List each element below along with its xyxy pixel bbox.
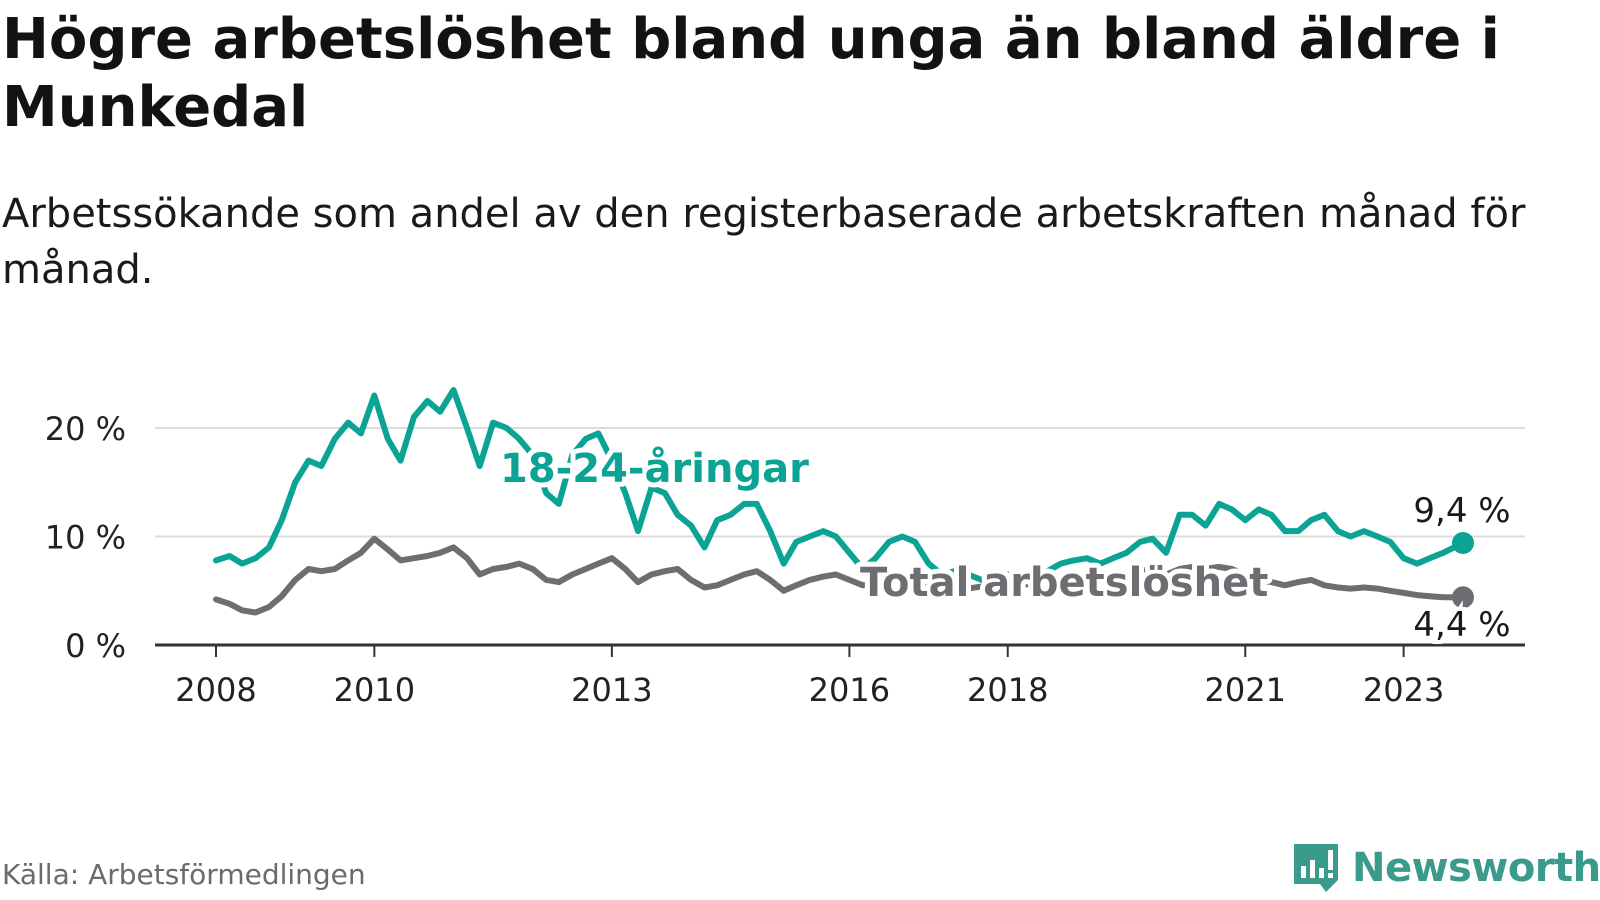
x-tick-label: 2008 — [175, 671, 256, 709]
source-note: Källa: Arbetsförmedlingen — [2, 858, 366, 891]
y-tick-label: 0 % — [65, 627, 126, 665]
y-axis-tick-labels: 0 % 10 % 20 % — [45, 410, 126, 665]
x-tick-label: 2018 — [967, 671, 1048, 709]
x-tick-label: 2023 — [1363, 671, 1444, 709]
x-tick-label: 2010 — [334, 671, 415, 709]
end-label-total: 4,4 % — [1413, 605, 1510, 645]
x-tick-label: 2021 — [1205, 671, 1286, 709]
end-point-youth — [1452, 532, 1474, 555]
newsworthy-icon — [1294, 844, 1338, 892]
series-line-total — [213, 535, 1466, 616]
x-tick-label: 2013 — [571, 671, 652, 709]
chart-title: Högre arbetslöshet bland unga än bland ä… — [2, 7, 1500, 140]
end-label-youth: 9,4 % — [1413, 491, 1510, 531]
chart-subtitle: Arbetssökande som andel av den registerb… — [2, 191, 1526, 293]
y-tick-label: 20 % — [45, 410, 126, 448]
series-line-youth — [213, 387, 1466, 583]
series-labels: 18-24-åringar Total arbetslöshet 9,4 % 4,4 … — [495, 440, 1515, 649]
newsworthy-logo: Newsworthy — [1290, 842, 1600, 894]
end-point-total — [1452, 586, 1474, 609]
series-label-total: Total arbetslöshet — [860, 560, 1268, 606]
brand-name: Newsworthy — [1352, 845, 1600, 891]
x-axis-tick-labels: 2008 2010 2013 2016 2018 2021 2023 — [175, 645, 1444, 709]
gridlines — [155, 427, 1525, 647]
x-tick-label: 2016 — [809, 671, 890, 709]
series-label-youth: 18-24-åringar — [500, 445, 809, 492]
series-lines — [213, 387, 1474, 616]
y-tick-label: 10 % — [45, 519, 126, 557]
